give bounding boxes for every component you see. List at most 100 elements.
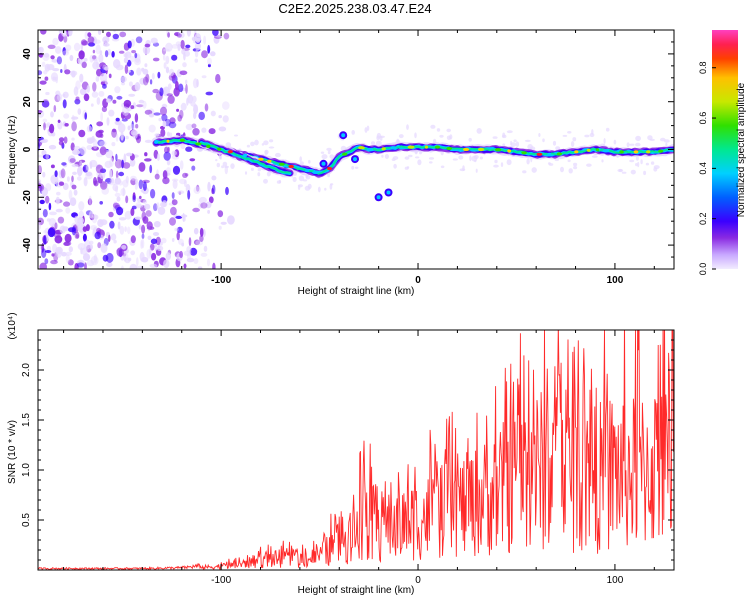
spectrogram-noise-blob (208, 128, 216, 135)
spectrogram-hotspot (288, 164, 295, 169)
spectrogram-noise-blob (492, 136, 498, 139)
spectrogram-blob (386, 190, 391, 195)
spectrogram-noise-blob (198, 202, 204, 209)
spectrogram-noise-blob (118, 180, 123, 186)
spectrogram-noise-blob (85, 171, 93, 177)
spectrogram-noise-blob (83, 177, 88, 187)
spectrogram-noise-blob (568, 168, 573, 174)
spectrogram-noise-blob (191, 123, 197, 129)
spectrogram-noise-blob (589, 132, 595, 138)
spectrogram-noise-blob (462, 165, 465, 172)
spectrogram-noise-blob (605, 127, 610, 132)
spectrogram-noise-blob (163, 151, 171, 161)
spectrogram-noise-blob (73, 86, 79, 96)
spectrogram-hotspot (574, 150, 579, 154)
spectrogram-noise-blob (43, 52, 50, 58)
spectrogram-noise-blob (179, 160, 184, 170)
spectrogram-noise-blob (150, 238, 158, 245)
spectrogram-noise-blob (167, 32, 171, 38)
spectrogram-noise-blob (186, 30, 191, 37)
spectrogram-noise-blob (63, 113, 70, 119)
spectrogram-noise-blob (217, 210, 224, 218)
spectrogram-noise-blob (244, 171, 248, 175)
spectrogram-noise-blob (50, 164, 55, 169)
spectrogram-noise-blob (104, 66, 109, 71)
spectrogram-noise-blob (114, 159, 123, 169)
spectrogram-noise-blob (115, 117, 120, 122)
spectrogram-noise-blob (43, 70, 48, 75)
spectrogram-noise-blob (134, 82, 141, 91)
spectrogram-noise-blob (45, 195, 50, 204)
spectrogram-noise-blob (80, 39, 87, 46)
spectrogram-noise-blob (218, 225, 222, 230)
spectrogram-noise-blob (61, 30, 68, 37)
spectrogram-noise-blob (91, 91, 99, 98)
spectrogram-noise-blob (178, 238, 184, 245)
spectrogram-noise-blob (446, 128, 452, 133)
spectrogram-noise-blob (129, 158, 136, 167)
spectrogram-noise-blob (591, 155, 598, 158)
spectrogram-noise-blob (218, 126, 227, 132)
spectrogram-noise-blob (39, 199, 45, 205)
spectrogram-noise-blob (142, 216, 149, 224)
spectrogram-noise-blob (153, 221, 161, 228)
spectrogram-noise-blob (650, 161, 655, 165)
spectrogram-noise-blob (105, 252, 114, 263)
spectrogram-noise-blob (205, 201, 212, 209)
spectrogram-hotspot (521, 151, 527, 155)
spectrogram-noise-blob (81, 61, 87, 69)
spectrogram-noise-blob (408, 154, 413, 158)
spectrogram-noise-blob (123, 53, 128, 58)
spectrogram-noise-blob (95, 59, 99, 68)
spectrogram-noise-blob (79, 160, 83, 168)
spectrogram-hotspot (595, 148, 600, 152)
spectrogram-noise-blob (189, 158, 196, 162)
spectrogram-noise-blob (104, 50, 109, 58)
spectrogram-noise-blob (552, 140, 557, 146)
spectrogram-noise-blob (144, 158, 152, 162)
spectrogram-noise-blob (41, 100, 50, 108)
spectrogram-noise-blob (257, 172, 261, 177)
spectrogram-noise-blob (129, 263, 138, 269)
spectrogram-noise-blob (46, 64, 55, 71)
spectrogram-noise-blob (108, 73, 112, 79)
spectrogram-noise-blob (113, 30, 116, 33)
spectrogram-noise-blob (586, 163, 592, 167)
spectrogram-noise-blob (65, 251, 72, 256)
spectrogram-noise-blob (171, 199, 178, 206)
spectrogram-noise-blob (112, 202, 120, 209)
spectrogram-noise-blob (68, 227, 76, 233)
spectrogram-noise-blob (201, 127, 207, 133)
spectrogram-noise-blob (52, 76, 57, 81)
spectrogram-noise-blob (198, 196, 207, 204)
spectrogram-noise-blob (393, 163, 397, 169)
spectrogram-noise-blob (38, 179, 42, 184)
spectrogram-noise-blob (99, 73, 108, 82)
spectrogram-noise-blob (108, 211, 114, 218)
spectrogram-noise-blob (205, 91, 214, 96)
colorbar-tick-label: 0.8 (698, 61, 708, 74)
spectrogram-noise-blob (183, 179, 187, 188)
spectrogram-noise-blob (159, 87, 164, 97)
spectrogram-noise-blob (84, 239, 91, 250)
spectrogram-noise-blob (105, 149, 114, 159)
spectrogram-xtick-label: 100 (607, 275, 624, 286)
spectrogram-hotspot (586, 148, 591, 152)
spectrogram-noise-blob (93, 214, 99, 220)
spectrogram-noise-blob (404, 156, 410, 160)
spectrogram-noise-blob (174, 227, 179, 232)
spectrogram-noise-blob (123, 99, 132, 108)
spectrogram-noise-blob (197, 266, 203, 269)
spectrogram-noise-blob (156, 202, 160, 210)
spectrogram-noise-blob (152, 57, 160, 62)
spectrogram-noise-blob (573, 166, 578, 170)
spectrogram-noise-blob (42, 171, 46, 178)
spectrogram-noise-blob (53, 105, 57, 113)
spectrogram-noise-blob (653, 165, 660, 170)
colorbar: 0.0 0.2 0.4 0.6 0.8 Normalized spectral ampl… (698, 30, 747, 275)
spectrogram-noise-blob (64, 123, 69, 127)
spectrogram-noise-blob (77, 166, 83, 177)
spectrogram-panel: -100 0 100 -40 -20 0 20 40 Height of straight l… (7, 29, 675, 297)
spectrogram-noise-blob (502, 132, 506, 138)
spectrogram-noise-blob (71, 70, 76, 78)
